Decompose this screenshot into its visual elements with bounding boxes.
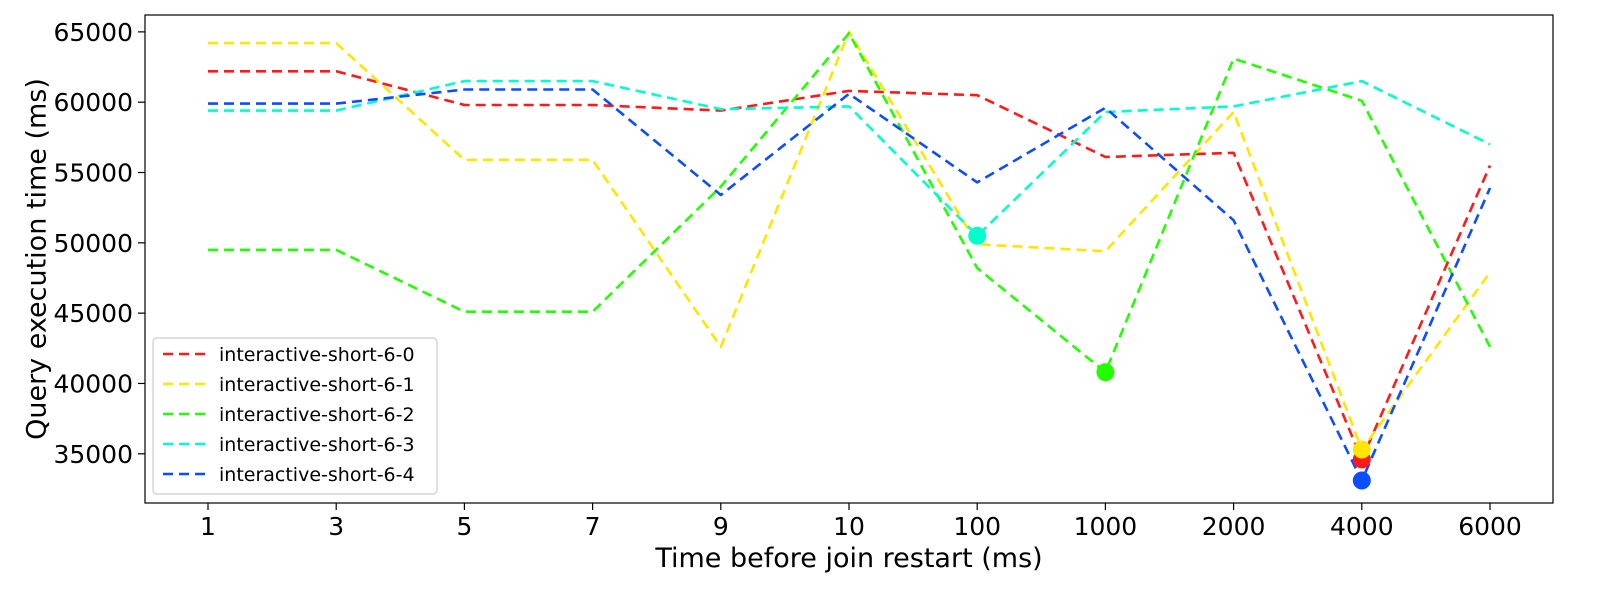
series-marker-1 <box>1352 440 1371 459</box>
series-layer <box>208 30 1492 482</box>
marker-layer <box>968 226 1371 490</box>
series-line-1 <box>208 30 1492 451</box>
series-line-2 <box>208 31 1492 374</box>
series-line-4 <box>208 88 1492 482</box>
series-line-3 <box>208 79 1491 238</box>
x-tick-label: 6000 <box>1458 512 1522 541</box>
x-tick-label: 100 <box>953 512 1001 541</box>
y-tick-label: 60000 <box>53 88 133 117</box>
series-marker-4 <box>1352 471 1371 490</box>
y-tick-label: 55000 <box>53 159 133 188</box>
x-tick-label: 7 <box>585 512 601 541</box>
x-tick-label: 1 <box>200 512 216 541</box>
legend-label-2: interactive-short-6-2 <box>219 404 415 426</box>
x-axis-ticks: 1 3 5 7 9 10 100 1000 2000 4000 6000 <box>200 503 1522 541</box>
legend-label-3: interactive-short-6-3 <box>219 434 415 456</box>
x-tick-label: 1000 <box>1074 512 1138 541</box>
x-tick-label: 5 <box>456 512 472 541</box>
y-tick-label: 45000 <box>53 299 133 328</box>
y-axis-ticks: 35000 40000 45000 50000 55000 60000 65000 <box>53 18 145 469</box>
legend: interactive-short-6-0 interactive-short-6… <box>152 337 438 495</box>
y-tick-label: 65000 <box>53 18 133 47</box>
series-marker-3 <box>968 226 987 245</box>
legend-label-4: interactive-short-6-4 <box>219 464 415 486</box>
y-tick-label: 50000 <box>53 229 133 258</box>
legend-label-1: interactive-short-6-1 <box>219 374 415 396</box>
x-tick-label: 10 <box>833 512 865 541</box>
y-tick-label: 40000 <box>53 369 133 398</box>
y-axis-label: Query execution time (ms) <box>21 78 52 440</box>
y-tick-label: 35000 <box>53 440 133 469</box>
x-tick-label: 4000 <box>1330 512 1394 541</box>
legend-box <box>152 337 438 495</box>
x-tick-label: 3 <box>328 512 344 541</box>
x-tick-label: 9 <box>713 512 729 541</box>
x-tick-label: 2000 <box>1202 512 1266 541</box>
series-marker-2 <box>1096 363 1115 382</box>
x-axis-label: Time before join restart (ms) <box>654 543 1042 574</box>
legend-label-0: interactive-short-6-0 <box>219 344 415 366</box>
